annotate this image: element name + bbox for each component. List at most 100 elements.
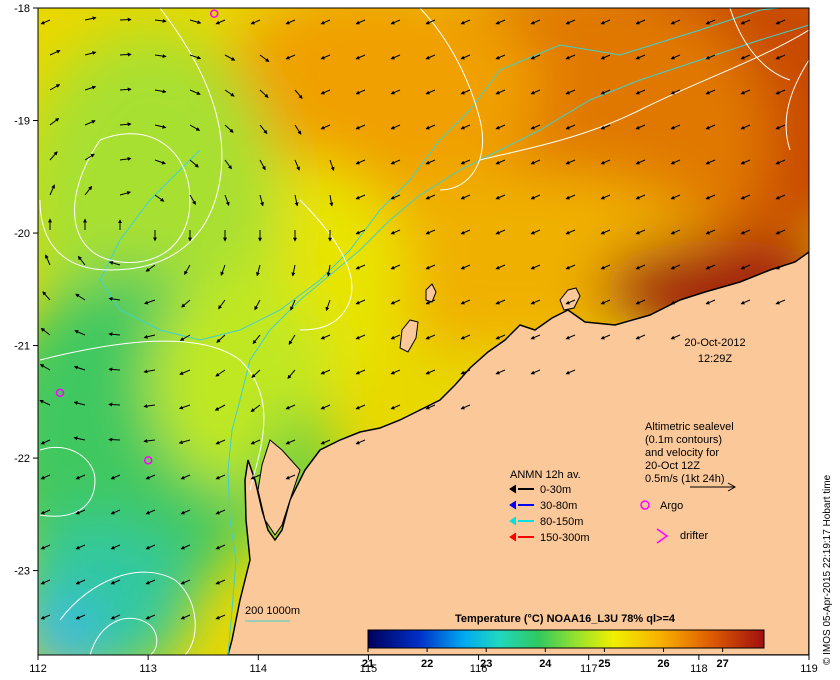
x-tick-label: 112 <box>29 663 47 675</box>
velocity-arrow <box>425 229 436 235</box>
velocity-arrow <box>460 124 471 130</box>
velocity-arrow <box>119 122 132 127</box>
velocity-arrow <box>565 89 576 95</box>
x-tick-label: 117 <box>580 663 598 675</box>
velocity-arrow <box>740 89 751 95</box>
velocity-arrow <box>460 334 471 340</box>
x-axis: 112 113 114 115 116 117 118 119 <box>29 655 818 675</box>
velocity-arrow <box>119 156 132 161</box>
colorbar-tick-label: 22 <box>421 658 433 670</box>
x-tick-label: 116 <box>470 663 488 675</box>
velocity-arrow <box>224 159 232 170</box>
velocity-arrow <box>600 264 611 270</box>
velocity-arrow <box>460 404 471 410</box>
velocity-arrow <box>425 124 436 130</box>
velocity-arrow <box>390 194 401 200</box>
velocity-arrow <box>215 19 226 25</box>
velocity-arrow <box>214 404 226 411</box>
velocity-arrow <box>635 89 646 95</box>
velocity-arrow <box>390 334 401 340</box>
drifter-marker-icon <box>656 528 669 544</box>
x-tick-label: 119 <box>800 663 818 675</box>
velocity-arrow <box>143 404 156 409</box>
velocity-arrow <box>74 330 86 336</box>
barrow-island <box>399 319 419 353</box>
velocity-arrow <box>670 89 681 95</box>
velocity-arrow <box>75 614 86 620</box>
velocity-arrow <box>40 474 51 480</box>
velocity-arrow <box>288 334 296 345</box>
velocity-arrow <box>635 299 646 305</box>
velocity-arrow <box>178 404 191 410</box>
velocity-arrow <box>355 264 366 270</box>
isobath-200m <box>227 24 809 655</box>
velocity-arrow <box>530 334 541 340</box>
y-tick-label: -18 <box>14 3 30 15</box>
velocity-arrow <box>495 19 506 25</box>
velocity-arrow <box>220 264 226 276</box>
velocity-arrow <box>154 54 167 59</box>
velocity-arrow <box>75 474 86 480</box>
velocity-arrow <box>154 89 167 94</box>
velocity-arrow <box>75 579 86 585</box>
velocity-arrow <box>250 19 261 25</box>
velocity-arrow <box>775 124 786 130</box>
velocity-arrow <box>49 184 55 196</box>
velocity-arrow <box>119 52 132 57</box>
y-tick-label: -20 <box>14 228 30 240</box>
argo-float-marker <box>143 456 153 465</box>
velocity-arrow <box>259 89 269 98</box>
velocity-arrow <box>670 194 681 200</box>
velocity-arrow <box>218 299 226 310</box>
velocity-arrow <box>77 255 86 266</box>
velocity-arrow <box>180 509 191 515</box>
velocity-arrow <box>189 19 202 25</box>
velocity-arrow <box>565 124 576 130</box>
velocity-arrow <box>294 124 302 135</box>
velocity-arrow <box>390 89 401 95</box>
velocity-arrow <box>84 16 97 21</box>
velocity-arrow <box>670 19 681 25</box>
velocity-arrow <box>565 159 576 165</box>
velocity-arrow <box>390 369 401 375</box>
velocity-arrow <box>740 124 751 130</box>
velocity-arrow <box>565 194 576 200</box>
sealevel-contours <box>39 8 809 655</box>
velocity-arrow <box>600 89 611 95</box>
velocity-arrow <box>215 474 226 480</box>
velocity-arrow <box>180 544 191 550</box>
velocity-arrow <box>254 299 261 311</box>
velocity-arrow <box>110 474 121 480</box>
velocity-arrow <box>320 404 331 410</box>
velocity-arrow <box>740 299 751 305</box>
altimetry-line-4: 20-Oct 12Z <box>645 460 700 472</box>
velocity-arrow <box>250 404 261 413</box>
velocity-arrow <box>285 474 296 480</box>
velocity-arrow <box>119 17 132 22</box>
velocity-arrow <box>530 54 541 60</box>
velocity-arrow <box>189 54 202 60</box>
velocity-arrow <box>775 159 786 165</box>
velocity-arrow <box>285 54 296 60</box>
velocity-arrow <box>108 402 121 407</box>
velocity-arrow <box>775 19 786 25</box>
velocity-arrow <box>670 159 681 165</box>
velocity-arrow <box>495 194 506 200</box>
y-tick-label: -23 <box>14 566 30 578</box>
velocity-arrow <box>705 229 716 235</box>
velocity-arrows <box>39 16 786 620</box>
x-tick-label: 114 <box>250 663 268 675</box>
velocity-arrow <box>460 89 471 95</box>
colorbar-tick-label: 26 <box>657 658 669 670</box>
velocity-arrow <box>565 19 576 25</box>
velocity-arrow <box>154 194 165 202</box>
velocity-arrow <box>320 89 331 95</box>
velocity-arrow <box>460 264 471 270</box>
velocity-arrow <box>600 299 611 305</box>
velocity-arrow <box>325 299 331 312</box>
velocity-arrow <box>252 334 261 345</box>
velocity-arrow <box>145 474 156 480</box>
velocity-arrow <box>143 438 156 443</box>
anmn-arrow-icon <box>509 532 517 542</box>
